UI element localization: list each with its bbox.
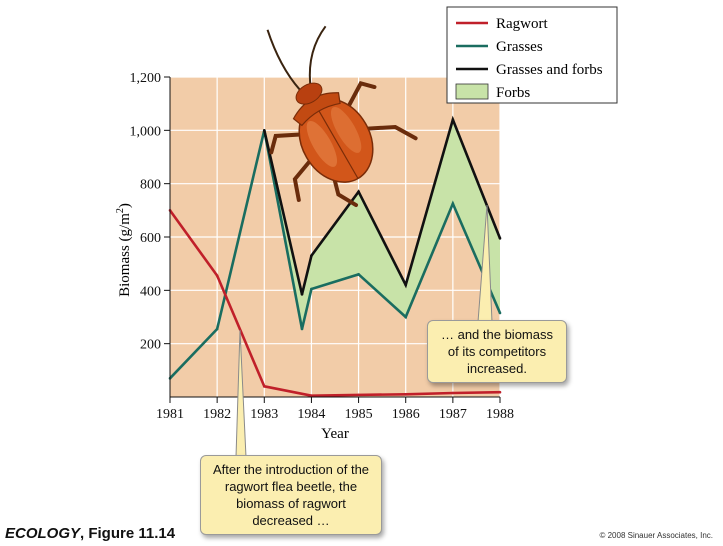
callout-competitors: … and the biomass of its competitors inc… xyxy=(427,320,567,383)
x-tick-label-1986: 1986 xyxy=(392,407,420,422)
data-point-ragwort-1 xyxy=(215,274,219,277)
x-tick-label-1981: 1981 xyxy=(156,407,184,422)
data-point-grasses-and-forbs-3 xyxy=(357,190,360,193)
y-axis-label: Biomass (g/m2) xyxy=(115,203,133,297)
y-tick-label-600: 600 xyxy=(140,231,161,246)
data-point-ragwort-4 xyxy=(357,393,360,397)
x-tick-label-1987: 1987 xyxy=(439,407,467,422)
y-axis-label-tail: ) xyxy=(117,203,133,208)
data-point-ragwort-7 xyxy=(498,390,502,394)
flea-beetle-icon xyxy=(266,25,418,208)
y-tick-label-800: 800 xyxy=(140,178,161,193)
data-point-ragwort-2 xyxy=(262,385,266,388)
legend-label-grasses-and-forbs: Grasses and forbs xyxy=(496,62,603,78)
data-point-grasses-and-forbs-0 xyxy=(262,129,266,132)
callout-beetle: After the introduction of the ragwort fl… xyxy=(200,455,382,535)
y-tick-label-1200: 1,200 xyxy=(130,71,162,86)
data-point-grasses-1 xyxy=(215,327,219,331)
data-point-grasses-and-forbs-2 xyxy=(310,254,313,257)
data-point-ragwort-3 xyxy=(310,394,313,397)
data-point-grasses-4 xyxy=(310,287,313,291)
figure-caption: ECOLOGY, Figure 11.14 xyxy=(5,525,175,542)
data-point-grasses-7 xyxy=(451,202,455,205)
series-layer xyxy=(168,115,502,397)
data-point-grasses-and-forbs-4 xyxy=(404,283,408,287)
legend-label-ragwort: Ragwort xyxy=(496,16,548,32)
legend-label-forbs: Forbs xyxy=(496,85,530,101)
legend: Ragwort Grasses Grasses and forbs Forbs xyxy=(446,6,618,104)
data-point-grasses-3 xyxy=(300,327,304,331)
data-point-ragwort-5 xyxy=(404,393,408,396)
data-point-grasses-8 xyxy=(498,311,502,315)
x-tick-label-1984: 1984 xyxy=(297,407,325,422)
series-line-ragwort xyxy=(168,209,501,397)
data-point-ragwort-6 xyxy=(451,391,455,395)
copyright: © 2008 Sinauer Associates, Inc. xyxy=(599,531,713,540)
y-tick-label-1000: 1,000 xyxy=(130,124,162,139)
ticks xyxy=(164,76,501,403)
x-tick-label-1983: 1983 xyxy=(250,407,278,422)
data-point-grasses-5 xyxy=(357,273,360,276)
x-tick-label-1982: 1982 xyxy=(203,407,231,422)
figure-caption-number: , Figure 11.14 xyxy=(80,525,176,542)
x-axis-label: Year xyxy=(321,426,349,442)
y-axis-label-main: Biomass (g/m xyxy=(117,213,133,297)
data-point-grasses-and-forbs-5 xyxy=(451,118,455,121)
data-point-grasses-6 xyxy=(404,315,408,319)
data-point-grasses-and-forbs-1 xyxy=(300,293,304,296)
x-tick-label-1988: 1988 xyxy=(486,407,514,422)
y-tick-label-400: 400 xyxy=(140,284,161,299)
legend-label-grasses: Grasses xyxy=(496,39,543,55)
y-tick-label-200: 200 xyxy=(140,338,161,353)
data-point-grasses-and-forbs-6 xyxy=(498,237,502,240)
figure-caption-title: ECOLOGY xyxy=(5,525,81,542)
x-tick-label-1985: 1985 xyxy=(345,407,373,422)
y-axis-label-sup: 2 xyxy=(115,208,126,213)
forbs-fill xyxy=(264,119,500,330)
legend-swatch-forbs xyxy=(455,83,489,100)
tick-labels: 1981 1982 1983 1984 1985 1986 1987 1988 200 400 60… xyxy=(130,71,515,422)
